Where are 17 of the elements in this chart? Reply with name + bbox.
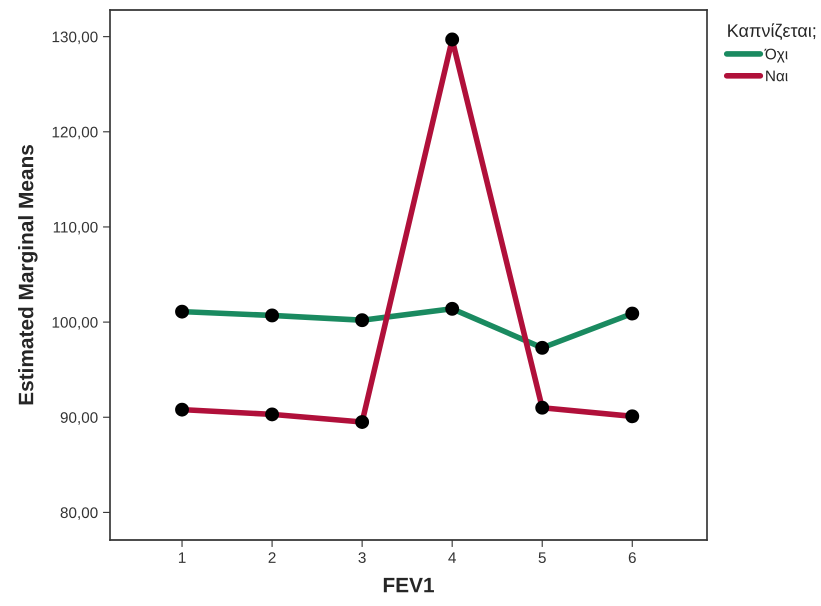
legend-title: Καπνίζεται;: [728, 23, 816, 40]
x-tick-label: 2: [268, 552, 276, 563]
x-tick-label: 3: [358, 552, 366, 564]
x-axis-title: FEV1: [384, 578, 434, 592]
y-tick-label: 100,00: [52, 316, 98, 330]
x-tick-label: 5: [538, 552, 546, 564]
legend-label: Όχι: [764, 48, 788, 62]
x-tick-label: 1: [178, 552, 186, 563]
y-tick-label: 130,00: [52, 32, 98, 44]
y-tick-label: 90,00: [60, 412, 98, 425]
x-tick-label: 4: [448, 552, 456, 563]
x-tick-label: 6: [628, 552, 636, 564]
y-axis-title: Estimated Marginal Means: [18, 145, 38, 404]
y-tick-label: 110,00: [54, 222, 98, 234]
legend-label: Ναι: [766, 70, 788, 82]
y-tick-label: 80,00: [60, 507, 98, 520]
y-tick-label: 120,00: [52, 126, 98, 140]
